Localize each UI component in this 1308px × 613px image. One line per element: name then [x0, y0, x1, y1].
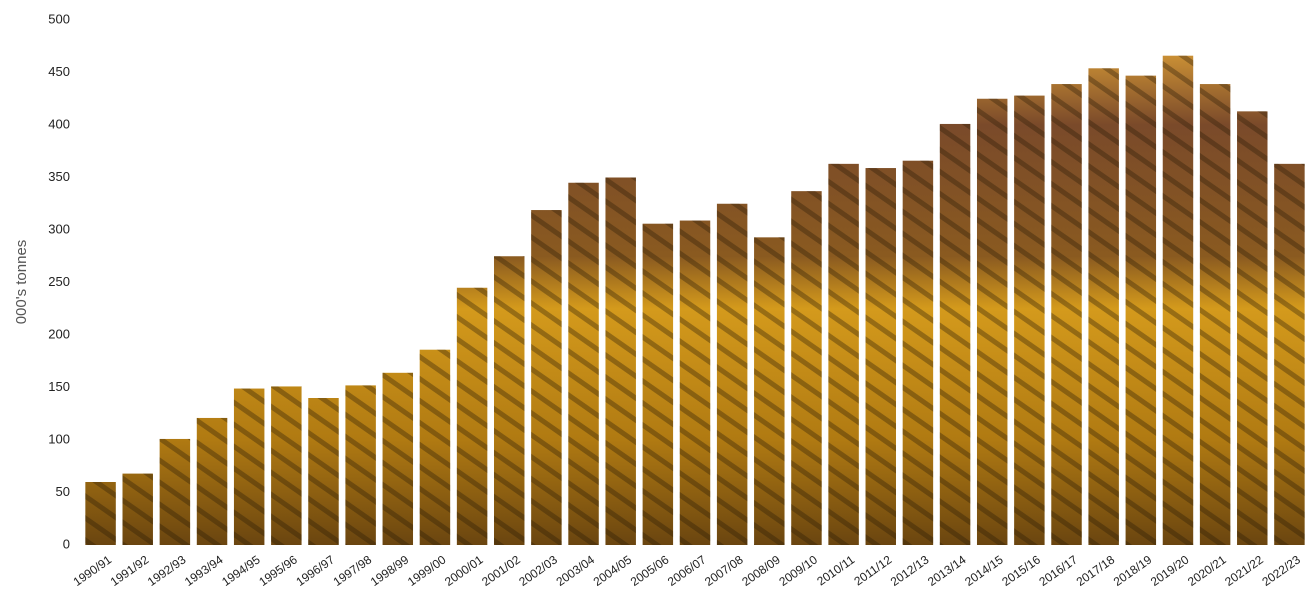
- x-tick-label: 2018/19: [1111, 552, 1155, 589]
- y-tick-label: 450: [48, 64, 70, 79]
- x-tick-label: 2001/02: [479, 552, 523, 589]
- bar: [531, 210, 562, 546]
- bar: [419, 349, 451, 545]
- bar: [308, 398, 339, 545]
- bar: [1125, 75, 1157, 546]
- x-tick-label: 2022/23: [1259, 552, 1303, 589]
- x-tick-label: 1996/97: [293, 552, 337, 589]
- x-tick-label: 2009/10: [776, 552, 820, 589]
- x-tick-label: 1993/94: [182, 552, 226, 589]
- bar: [159, 438, 191, 545]
- bar: [605, 177, 636, 545]
- x-tick-label: 2003/04: [554, 552, 598, 589]
- x-tick-label: 2014/15: [962, 552, 1006, 589]
- bar: [976, 98, 1008, 545]
- x-tick-label: 1998/99: [368, 552, 412, 589]
- y-tick-label: 300: [48, 221, 70, 236]
- bar: [1051, 84, 1082, 546]
- bar: [233, 388, 265, 545]
- x-tick-label: 2008/09: [739, 552, 783, 589]
- bar: [1237, 111, 1268, 545]
- y-tick-label: 250: [48, 274, 70, 289]
- x-tick-label: 1999/00: [405, 552, 449, 589]
- bar: [345, 385, 376, 545]
- y-tick-label: 200: [48, 326, 70, 341]
- bar: [1014, 95, 1045, 545]
- bar: [902, 160, 934, 545]
- x-tick-label: 2006/07: [665, 552, 709, 589]
- bar: [642, 223, 674, 545]
- bar: [1088, 68, 1119, 546]
- bar: [754, 237, 785, 545]
- bar: [85, 482, 116, 545]
- bar: [939, 123, 971, 545]
- y-tick-label: 0: [63, 536, 70, 551]
- x-tick-label: 2015/16: [999, 552, 1043, 589]
- x-tick-label: 2005/06: [628, 552, 672, 589]
- y-tick-label: 350: [48, 169, 70, 184]
- x-tick-label: 2004/05: [591, 552, 635, 589]
- y-tick-label: 150: [48, 379, 70, 394]
- bar: [1274, 163, 1305, 545]
- bar: [716, 203, 748, 545]
- x-tick-label: 2020/21: [1185, 552, 1229, 589]
- bar: [865, 168, 896, 546]
- y-tick-label: 50: [56, 484, 70, 499]
- bar: [791, 191, 822, 545]
- x-tick-label: 2021/22: [1222, 552, 1266, 589]
- x-tick-label: 2007/08: [702, 552, 746, 589]
- x-tick-label: 1995/96: [256, 552, 300, 589]
- x-tick-label: 1992/93: [145, 552, 189, 589]
- bar: [382, 372, 414, 545]
- bar: [271, 386, 302, 545]
- x-tick-label: 2010/11: [814, 552, 857, 588]
- x-tick-label: 2019/20: [1148, 552, 1192, 589]
- x-tick-label: 2012/13: [888, 552, 932, 589]
- bar: [679, 220, 711, 546]
- bar: [568, 182, 599, 545]
- x-tick-label: 1991/92: [108, 552, 152, 589]
- x-tick-label: 1994/95: [219, 552, 263, 589]
- x-tick-label: 2000/01: [442, 552, 486, 589]
- y-tick-label: 400: [48, 116, 70, 131]
- bar: [1162, 55, 1194, 545]
- bar: [1199, 84, 1231, 546]
- bar: [494, 256, 525, 545]
- y-tick-label: 100: [48, 431, 70, 446]
- x-tick-label: 2013/14: [925, 552, 969, 589]
- bar: [196, 417, 228, 545]
- x-tick-label: 2002/03: [516, 552, 560, 589]
- bar: [122, 473, 153, 545]
- x-tick-label: 1997/98: [331, 552, 375, 589]
- y-tick-label: 500: [48, 11, 70, 26]
- x-tick-label: 2017/18: [1074, 552, 1118, 589]
- x-tick-label: 2016/17: [1036, 552, 1080, 589]
- x-tick-label: 2011/12: [851, 552, 894, 588]
- bar: [456, 287, 488, 545]
- y-axis-label: 000's tonnes: [13, 240, 30, 325]
- x-tick-label: 1990/91: [71, 552, 115, 589]
- bar: [828, 163, 859, 545]
